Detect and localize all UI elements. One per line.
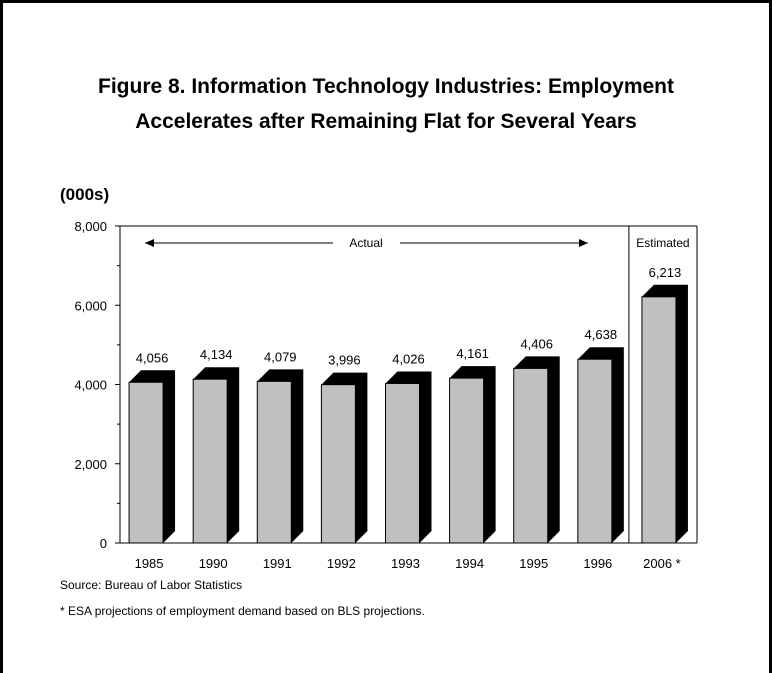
bar-value-label: 4,638 <box>585 327 618 342</box>
x-tick-label: 2006 * <box>643 556 681 571</box>
bar <box>256 380 292 544</box>
bar-value-label: 6,213 <box>649 265 682 280</box>
x-tick-label: 1996 <box>583 556 612 571</box>
bar-value-label: 4,161 <box>456 346 489 361</box>
bar <box>385 382 420 544</box>
actual-arrow-left-head <box>145 239 154 247</box>
y-tick-label: 2,000 <box>74 457 107 472</box>
y-tick-label: 0 <box>100 536 107 551</box>
bar <box>641 296 677 544</box>
x-tick-label: 1995 <box>519 556 548 571</box>
bar <box>192 378 228 544</box>
bar <box>577 358 613 544</box>
actual-label: Actual <box>349 236 382 250</box>
chart-title-line-2: Accelerates after Remaining Flat for Sev… <box>135 110 637 133</box>
bar <box>449 377 485 544</box>
bar <box>128 381 164 544</box>
bar-value-label: 4,134 <box>200 347 233 362</box>
bar-value-label: 3,996 <box>328 353 361 368</box>
x-tick-label: 1992 <box>327 556 356 571</box>
bar-value-label: 4,056 <box>136 350 169 365</box>
x-tick-label: 1991 <box>263 556 292 571</box>
bar <box>513 367 549 544</box>
source-note: Source: Bureau of Labor Statistics <box>60 578 243 592</box>
estimated-label: Estimated <box>636 236 689 250</box>
x-tick-label: 1994 <box>455 556 484 571</box>
bar <box>320 384 356 544</box>
y-tick-label: 4,000 <box>74 378 107 393</box>
x-tick-label: 1990 <box>199 556 228 571</box>
bar-value-label: 4,026 <box>392 351 425 366</box>
y-unit-label: (000s) <box>60 185 109 204</box>
bar-value-label: 4,406 <box>520 336 553 351</box>
chart-title-line-1: Figure 8. Information Technology Industr… <box>98 75 674 98</box>
y-tick-label: 6,000 <box>74 298 107 313</box>
y-tick-label: 8,000 <box>74 219 107 234</box>
actual-arrow-right-head <box>579 239 588 247</box>
bar-value-label: 4,079 <box>264 349 297 364</box>
footnote: * ESA projections of employment demand b… <box>60 604 425 618</box>
x-tick-label: 1993 <box>391 556 420 571</box>
x-tick-label: 1985 <box>135 556 164 571</box>
